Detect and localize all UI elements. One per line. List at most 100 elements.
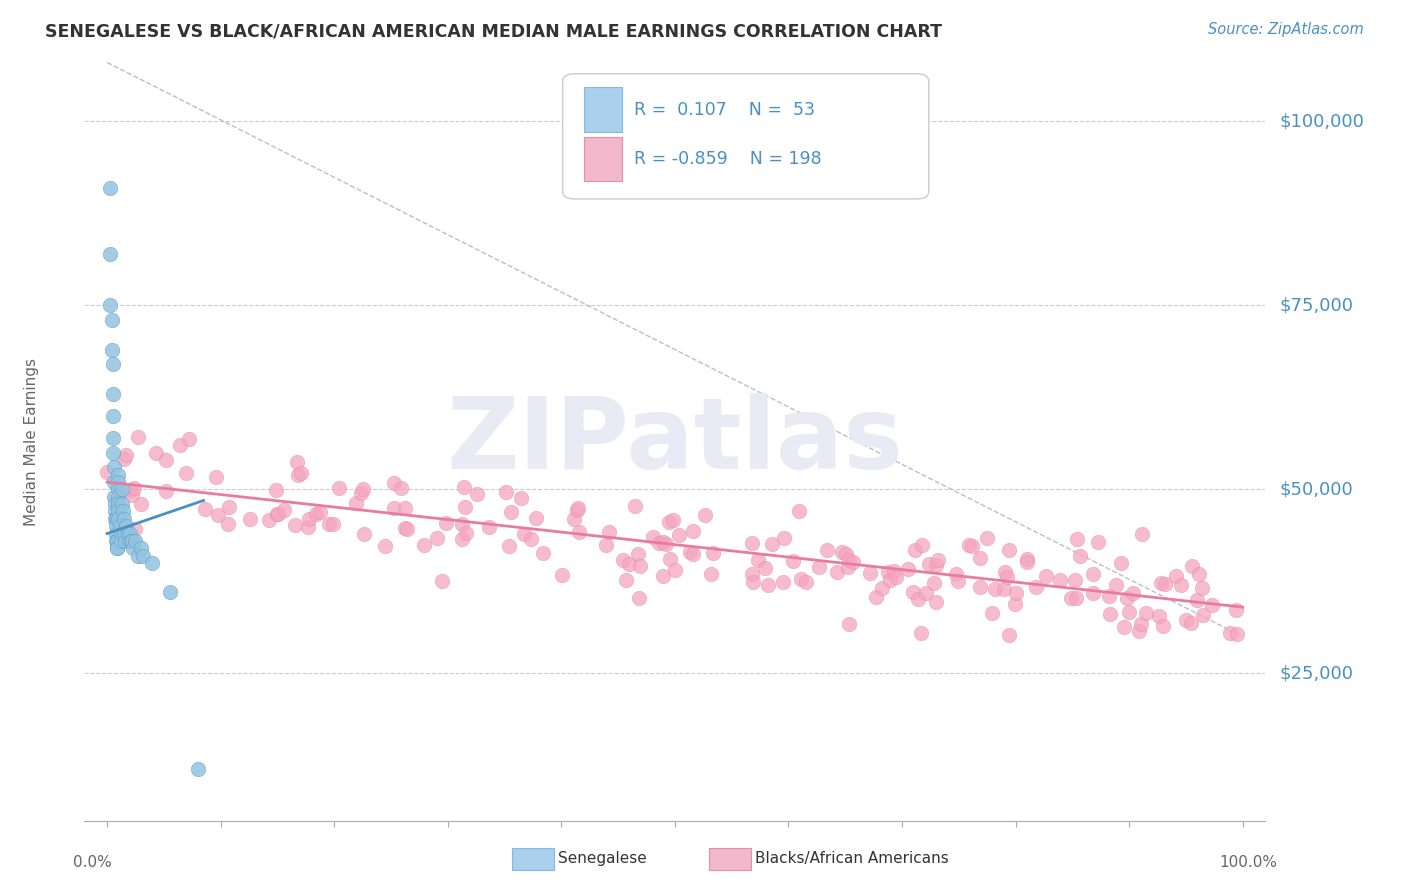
Point (658, 515, 681, 529)
Point (127, 430, 149, 444)
Point (627, 547, 650, 561)
Point (322, 516, 344, 531)
Point (101, 409, 124, 423)
Point (782, 554, 804, 568)
Text: SENEGALESE VS BLACK/AFRICAN AMERICAN MEDIAN MALE EARNINGS CORRELATION CHART: SENEGALESE VS BLACK/AFRICAN AMERICAN MED… (45, 22, 942, 40)
Point (897, 562, 920, 576)
Point (103, 475, 125, 489)
Point (838, 617, 860, 632)
Point (1087, 534, 1109, 549)
Point (1188, 567, 1211, 582)
Point (290, 467, 312, 481)
Point (1098, 589, 1121, 603)
Point (787, 504, 810, 518)
Point (103, 460, 125, 475)
Point (451, 517, 474, 532)
Point (105, 533, 128, 548)
Point (298, 512, 321, 526)
Point (815, 543, 838, 558)
Point (945, 567, 967, 582)
Point (741, 536, 763, 550)
Point (901, 585, 924, 599)
Point (115, 448, 138, 462)
Point (394, 521, 416, 535)
Point (1066, 532, 1088, 546)
Point (107, 483, 129, 497)
Point (841, 555, 863, 569)
Point (925, 558, 948, 573)
Point (120, 533, 142, 548)
Point (174, 466, 197, 480)
Point (662, 513, 685, 527)
Point (105, 519, 128, 533)
Point (1112, 620, 1135, 634)
Point (413, 537, 436, 551)
Point (374, 539, 396, 553)
Point (107, 490, 129, 504)
Point (382, 476, 405, 491)
FancyBboxPatch shape (562, 74, 929, 199)
Point (124, 533, 146, 548)
Point (1118, 605, 1140, 619)
Point (112, 452, 135, 467)
Point (309, 505, 332, 519)
Point (145, 446, 167, 460)
Point (1049, 573, 1071, 587)
Point (927, 553, 949, 567)
Point (904, 543, 927, 558)
Point (1226, 627, 1249, 641)
Point (1174, 613, 1197, 627)
Point (658, 552, 681, 566)
Point (969, 550, 991, 565)
Point (105, 533, 128, 548)
Point (837, 560, 859, 574)
Point (1150, 576, 1173, 591)
Point (741, 566, 763, 581)
Point (969, 580, 991, 594)
Point (756, 577, 779, 591)
Point (808, 559, 831, 574)
Point (914, 585, 936, 599)
Point (567, 502, 589, 516)
Point (1064, 574, 1087, 588)
Point (266, 507, 288, 521)
Point (682, 548, 704, 562)
Point (107, 504, 129, 518)
Point (567, 500, 589, 515)
Point (623, 500, 645, 514)
Point (287, 467, 309, 482)
Point (451, 532, 474, 546)
Point (998, 543, 1021, 558)
Point (155, 484, 177, 499)
Point (1166, 569, 1188, 583)
Point (835, 547, 858, 561)
Point (499, 505, 522, 519)
Point (1170, 577, 1192, 591)
Point (1004, 597, 1026, 611)
Point (1191, 581, 1213, 595)
Point (264, 483, 287, 498)
Point (520, 533, 543, 547)
Point (838, 553, 860, 567)
Point (654, 537, 676, 551)
Point (825, 565, 848, 579)
Point (478, 520, 501, 534)
Point (1035, 569, 1057, 583)
Point (761, 537, 783, 551)
Point (957, 538, 980, 552)
Text: $50,000: $50,000 (1279, 481, 1354, 499)
Point (350, 486, 373, 500)
Point (981, 606, 1004, 620)
Point (141, 556, 163, 570)
Point (617, 558, 640, 572)
Point (664, 563, 686, 577)
Point (169, 438, 191, 452)
Point (628, 558, 651, 573)
Point (107, 475, 129, 489)
Point (454, 500, 477, 515)
Point (1130, 527, 1153, 541)
Point (1116, 591, 1139, 605)
Point (884, 570, 907, 584)
Point (177, 432, 200, 446)
Point (122, 481, 145, 495)
